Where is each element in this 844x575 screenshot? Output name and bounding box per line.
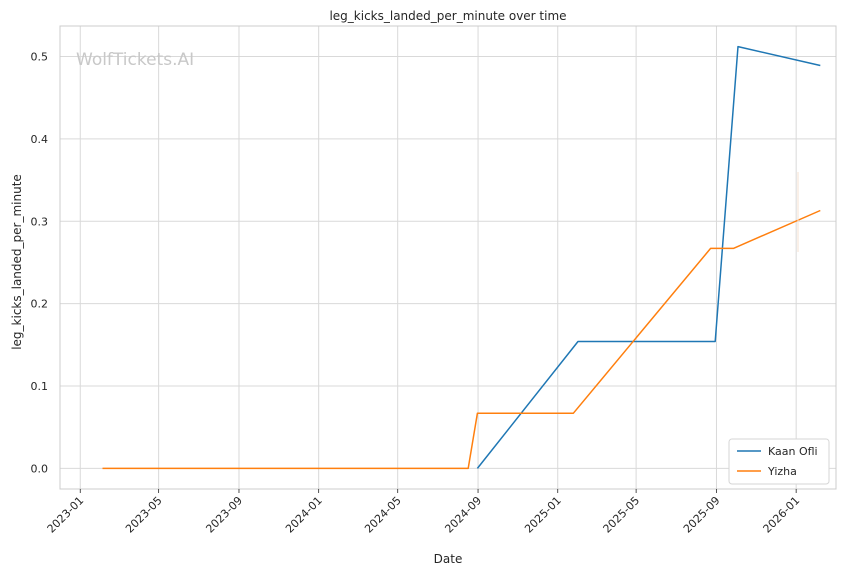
x-tick-label: 2024-05 (362, 494, 404, 536)
x-tick-label: 2025-01 (522, 494, 564, 536)
y-tick-label: 0.1 (31, 380, 49, 393)
x-axis-label: Date (434, 552, 463, 566)
plot-background (60, 26, 836, 489)
x-tick-label: 2025-05 (601, 494, 643, 536)
y-tick-label: 0.5 (31, 50, 49, 63)
legend-label-yizha: Yizha (767, 465, 797, 478)
y-tick-label: 0.2 (31, 298, 49, 311)
grid-layer (60, 26, 836, 489)
x-tick-label: 2023-01 (45, 494, 87, 536)
y-tick-label: 0.4 (31, 133, 49, 146)
legend-label-kaan-ofli: Kaan Ofli (768, 445, 818, 458)
watermark: WolfTickets.AI (76, 50, 194, 70)
y-tick-label: 0.0 (31, 462, 49, 475)
y-axis-label: leg_kicks_landed_per_minute (10, 174, 24, 350)
x-tick-label: 2025-09 (681, 494, 723, 536)
x-tick-label: 2024-01 (283, 494, 325, 536)
x-tick-label: 2023-05 (123, 494, 165, 536)
series-layer (102, 45, 821, 470)
y-tick-label: 0.3 (31, 215, 49, 228)
x-tick-label: 2023-09 (203, 494, 245, 536)
chart-title: leg_kicks_landed_per_minute over time (329, 9, 566, 23)
x-tick-label: 2024-09 (442, 494, 484, 536)
x-tick-label: 2026-01 (761, 494, 803, 536)
plot-frame (59, 25, 837, 490)
series-line-yizha (102, 209, 821, 470)
legend: Kaan Ofli Yizha (728, 438, 830, 485)
series-line-kaan-ofli (476, 45, 821, 469)
